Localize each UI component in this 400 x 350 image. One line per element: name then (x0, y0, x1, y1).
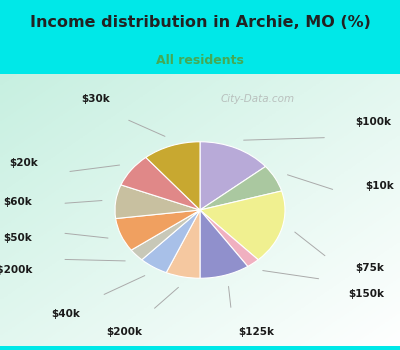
Wedge shape (166, 210, 200, 278)
Wedge shape (142, 210, 200, 273)
Wedge shape (200, 191, 285, 260)
Wedge shape (116, 210, 200, 250)
Wedge shape (200, 167, 282, 210)
Text: > $200k: > $200k (0, 265, 32, 275)
Text: $60k: $60k (3, 197, 32, 207)
Text: City-Data.com: City-Data.com (221, 93, 295, 104)
Text: $10k: $10k (365, 181, 394, 191)
Text: $50k: $50k (3, 233, 32, 243)
Text: $125k: $125k (238, 327, 274, 337)
Wedge shape (200, 210, 258, 266)
Wedge shape (121, 158, 200, 210)
Text: All residents: All residents (156, 54, 244, 67)
Wedge shape (200, 210, 248, 278)
Wedge shape (146, 142, 200, 210)
Text: $20k: $20k (9, 159, 38, 168)
Text: $40k: $40k (51, 309, 80, 320)
Text: $75k: $75k (355, 263, 384, 273)
Text: $150k: $150k (348, 289, 384, 299)
Wedge shape (115, 185, 200, 218)
Wedge shape (131, 210, 200, 260)
Text: $100k: $100k (355, 117, 391, 127)
Text: $30k: $30k (81, 94, 110, 104)
Wedge shape (200, 142, 266, 210)
Text: $200k: $200k (106, 327, 142, 337)
Text: Income distribution in Archie, MO (%): Income distribution in Archie, MO (%) (30, 15, 370, 29)
